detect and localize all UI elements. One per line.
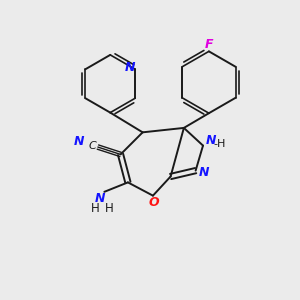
Text: N: N: [74, 135, 84, 148]
Text: F: F: [205, 38, 214, 51]
Text: -H: -H: [213, 139, 225, 149]
Text: H: H: [104, 202, 113, 215]
Text: N: N: [199, 167, 210, 179]
Text: O: O: [148, 196, 159, 208]
Text: H: H: [91, 202, 100, 215]
Text: N: N: [95, 192, 105, 205]
Text: C: C: [89, 141, 97, 151]
Text: N: N: [206, 134, 217, 147]
Text: N: N: [125, 61, 135, 74]
